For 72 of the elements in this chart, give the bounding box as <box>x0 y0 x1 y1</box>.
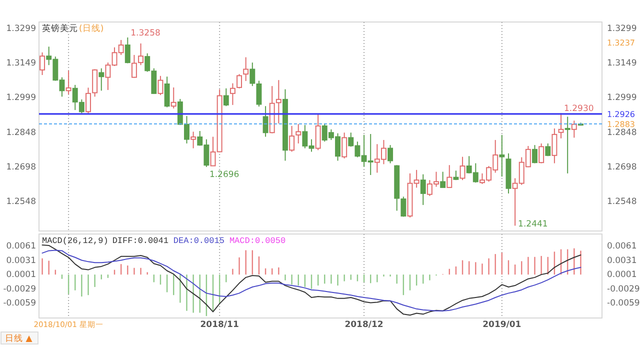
chart-title: MACD(26,12,9) <box>42 236 108 246</box>
text: 1.3237 <box>607 38 635 48</box>
candlestick <box>289 125 295 152</box>
candlestick <box>532 144 538 164</box>
candlestick <box>164 76 170 108</box>
candlestick <box>342 132 348 159</box>
y-tick-label: 1.2999 <box>6 93 36 104</box>
candlestick <box>440 171 446 188</box>
candlestick <box>538 142 544 164</box>
candlestick <box>124 36 130 64</box>
candlestick <box>558 112 564 139</box>
x-tick-label: 2018/11 <box>200 320 239 330</box>
series-label: MACD:0.0050 <box>229 236 286 246</box>
annotation: 1.2696 <box>209 170 240 180</box>
candlestick <box>446 164 452 188</box>
ref-line-label: 1.2883 <box>607 120 635 129</box>
candlestick <box>158 75 164 96</box>
candlestick <box>499 134 505 178</box>
annotation: 1.2441 <box>518 220 548 230</box>
y2-tick-label: 1.3149 <box>607 58 637 69</box>
candlestick <box>236 74 242 89</box>
y2-tick-label: 1.2698 <box>607 162 637 172</box>
y2-tick-label: 0.0001 <box>607 270 637 280</box>
y-tick-label: 1.2698 <box>6 162 36 172</box>
candlestick <box>86 87 91 114</box>
y2-tick-label: 1.2999 <box>607 93 637 104</box>
candlestick <box>460 156 466 181</box>
candlestick <box>564 116 570 174</box>
candlestick <box>66 70 72 95</box>
text: 日线 ▲ <box>5 333 33 344</box>
y2-tick-label: 1.2848 <box>607 128 637 138</box>
y-tick-label: 0.0061 <box>6 241 36 252</box>
candlestick <box>243 56 249 82</box>
annotation: 1.2930 <box>564 104 594 114</box>
candlestick <box>420 174 426 206</box>
chart-title: 英镑美元 <box>42 23 78 34</box>
y2-tick-label: -0.0059 <box>607 298 640 309</box>
candlestick <box>40 52 46 76</box>
y-tick-label: -0.0059 <box>3 298 36 309</box>
candlestick <box>262 106 268 138</box>
candlestick <box>545 142 551 157</box>
text: DEA:0.0015 <box>173 236 224 246</box>
candlestick <box>315 114 321 151</box>
x-tick-label: 2018/12 <box>344 320 384 330</box>
y2-tick-label: -0.0029 <box>607 284 640 294</box>
annotation: 1.3258 <box>130 28 160 38</box>
candlestick <box>190 131 196 149</box>
y-tick-label: 0.0001 <box>6 270 36 280</box>
candlestick <box>223 88 229 107</box>
y2-tick-label: 0.0061 <box>607 241 637 252</box>
y2-tick-label: 1.3299 <box>607 24 637 34</box>
y-tick-label: -0.0029 <box>3 284 36 294</box>
candlestick <box>230 82 236 106</box>
candlestick <box>552 128 558 164</box>
x-tick-label: 2019/01 <box>482 320 522 330</box>
candlestick <box>98 68 104 92</box>
y-tick-label: 1.3299 <box>6 24 36 34</box>
chart-subtitle: (日线) <box>79 23 104 34</box>
series-label: DIFF:0.0041 <box>112 236 168 246</box>
candlestick <box>388 144 394 164</box>
candlestick <box>296 124 302 144</box>
y2-tick-label: 0.0031 <box>607 256 637 266</box>
candlestick <box>276 80 282 124</box>
y2-tick-label: 1.2548 <box>607 197 637 208</box>
y-tick-label: 1.2848 <box>6 128 36 138</box>
candlestick <box>170 86 176 109</box>
candlestick <box>92 68 98 98</box>
y-tick-label: 1.2548 <box>6 197 36 208</box>
candlestick <box>571 120 577 138</box>
ref-line-label: 1.2926 <box>607 110 635 119</box>
y-tick-label: 0.0031 <box>6 256 36 266</box>
y-tick-label: 1.3149 <box>6 58 36 69</box>
